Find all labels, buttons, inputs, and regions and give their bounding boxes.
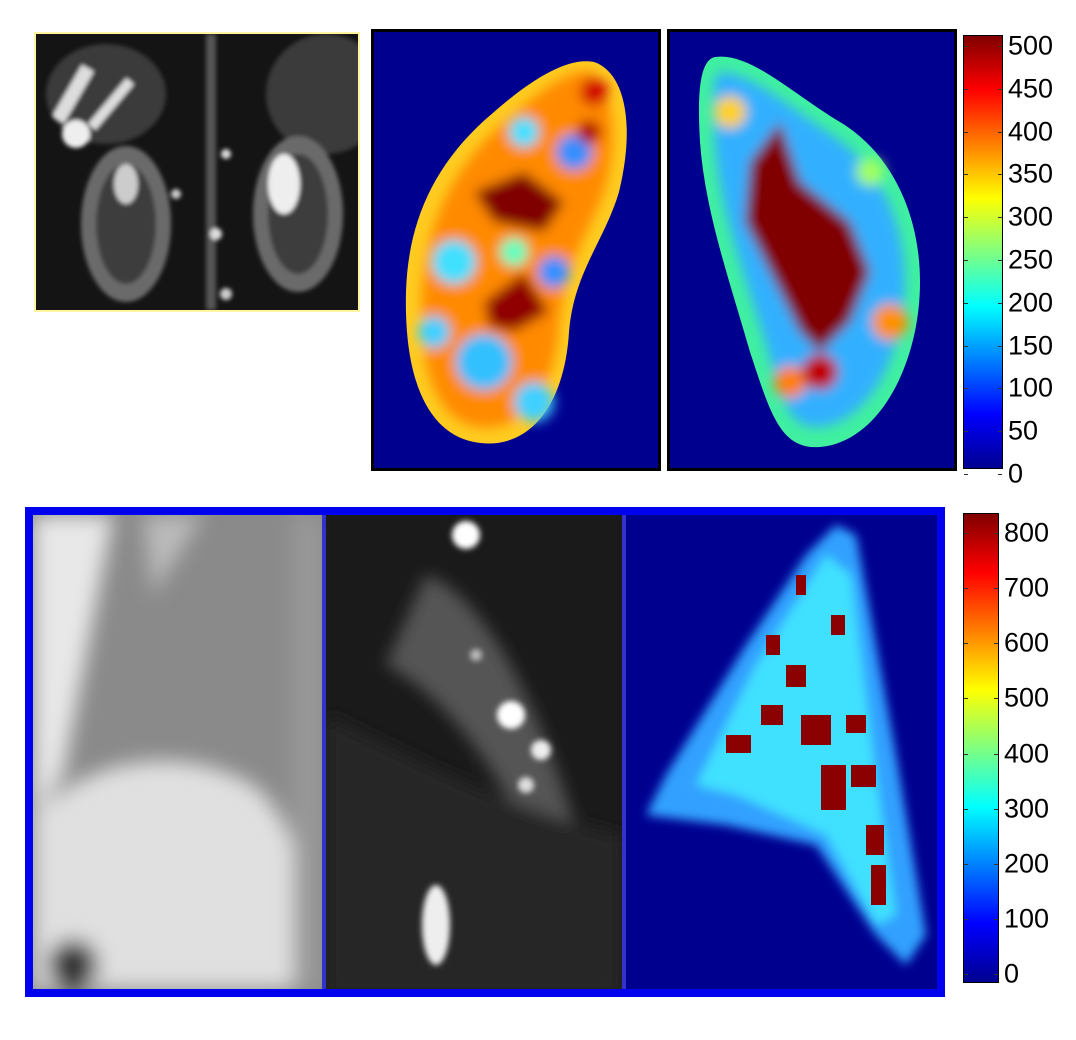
top-colorbar [963,35,1003,469]
colorbar-tick-mark [998,217,1002,219]
colorbar-tick-mark [998,431,1002,433]
bottom-frame [25,507,945,997]
colorbar-tick-mark [994,918,998,920]
colorbar-tick-mark [964,863,968,865]
colorbar-tick-mark [994,643,998,645]
grayscale-anatomical-image [33,515,322,989]
colorbar-tick-mark [998,131,1002,133]
coronal-mri-image [36,34,358,310]
right-kidney-heatmap [405,61,627,444]
colorbar-tick-mark [964,918,968,920]
colorbar-tick-mark [998,46,1002,47]
colorbar-tick-mark [964,131,968,133]
colorbar-tick-label: 150 [1008,330,1054,361]
colorbar-tick-label: 350 [1008,158,1054,189]
colorbar-tick-mark [998,388,1002,390]
colorbar-tick-label: 400 [1004,738,1050,768]
colorbar-tick-mark [994,698,998,700]
grayscale-weighted-image [326,515,622,989]
colorbar-tick-mark [964,302,968,304]
colorbar-tick-label: 800 [1004,517,1050,548]
colorbar-tick-mark [964,533,968,534]
colorbar-tick-label: 0 [1004,958,1020,989]
colorbar-tick-label: 100 [1004,903,1050,934]
left-kidney-heatmap [698,56,920,448]
colorbar-tick-mark [964,260,968,261]
colorbar-tick-mark [998,345,1002,347]
colorbar-tick-mark [964,217,968,219]
left-kidney-map-panel [667,29,957,471]
colorbar-tick-label: 300 [1004,793,1050,824]
grayscale-anatomical-panel [33,515,322,989]
colorbar-tick-mark [964,88,968,90]
colorbar-tick-mark [964,588,968,590]
colorbar-tick-mark [964,974,968,975]
colorbar-tick-label: 700 [1004,572,1050,603]
colorbar-tick-label: 200 [1004,848,1050,879]
parameter-heatmap [646,525,926,965]
colorbar-tick-mark [998,302,1002,304]
colorbar-tick-mark [998,174,1002,176]
colorbar-tick-mark [994,974,998,975]
right-kidney-map-panel [371,29,661,471]
colorbar-tick-mark [994,588,998,590]
colorbar-tick-mark [964,431,968,433]
colorbar-tick-mark [964,643,968,645]
colorbar-tick-mark [998,88,1002,90]
colorbar-tick-label: 600 [1004,627,1050,658]
colorbar-tick-label: 500 [1008,30,1054,61]
colorbar-tick-mark [964,808,968,810]
colorbar-tick-mark [964,698,968,700]
colorbar-tick-mark [994,753,998,755]
colorbar-tick-mark [994,808,998,810]
colorbar-tick-mark [964,753,968,755]
colorbar-tick-mark [994,863,998,865]
colorbar-tick-label: 0 [1008,458,1024,489]
coronal-grayscale-mri-panel [34,32,360,312]
colorbar-tick-label: 100 [1008,372,1054,403]
parameter-map-panel [626,515,937,989]
colorbar-tick-mark [964,474,968,475]
colorbar-tick-label: 200 [1008,287,1054,318]
colorbar-tick-mark [994,533,998,534]
colorbar-tick-label: 400 [1008,116,1054,147]
colorbar-tick-label: 250 [1008,244,1054,275]
colorbar-tick-mark [964,174,968,176]
colorbar-tick-mark [964,46,968,47]
colorbar-tick-label: 300 [1008,201,1054,232]
colorbar-tick-mark [998,474,1002,475]
colorbar-tick-label: 450 [1008,73,1054,104]
colorbar-tick-mark [964,388,968,390]
colorbar-tick-mark [998,260,1002,261]
colorbar-tick-label: 50 [1008,415,1039,446]
bottom-colorbar [963,513,999,983]
grayscale-weighted-panel [322,515,626,989]
colorbar-tick-label: 500 [1004,682,1050,713]
colorbar-tick-mark [964,345,968,347]
